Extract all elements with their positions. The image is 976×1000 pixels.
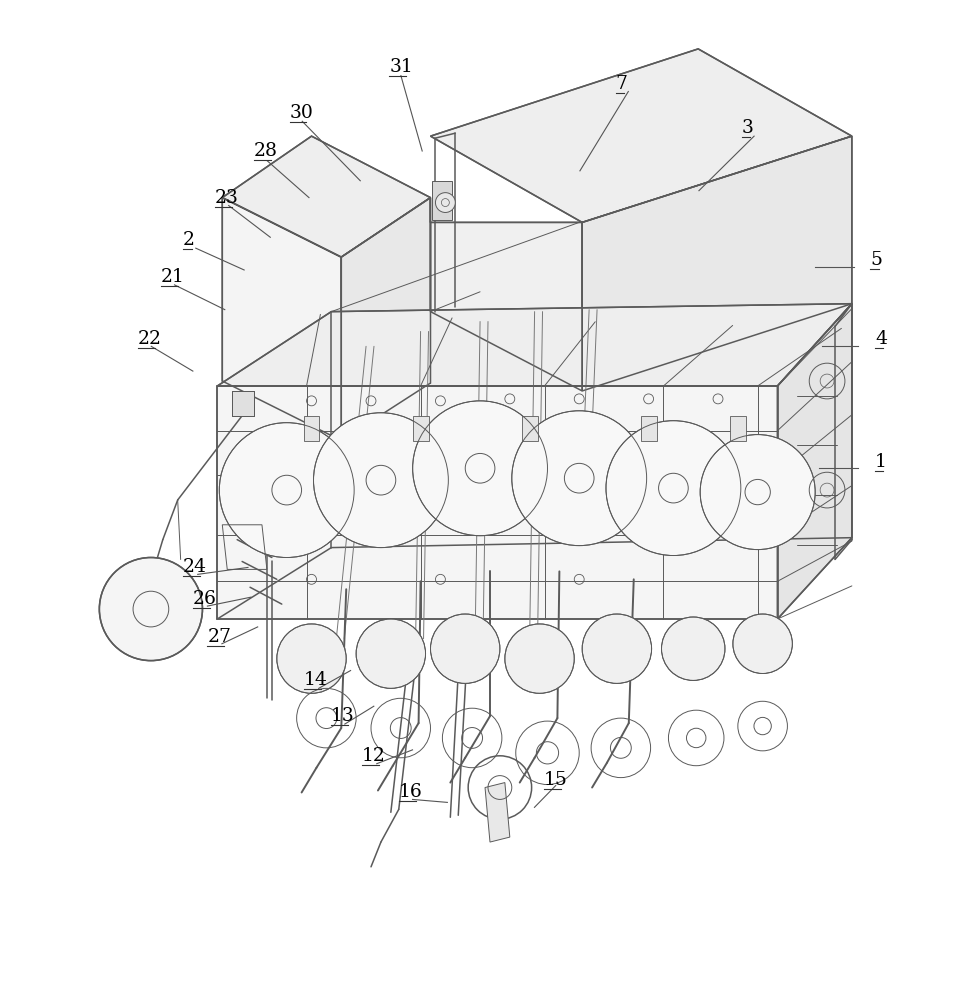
Text: 27: 27 [207,628,231,646]
Text: 14: 14 [305,671,328,689]
Text: 31: 31 [389,58,413,76]
Text: 3: 3 [742,119,753,137]
Text: 15: 15 [545,771,568,789]
Circle shape [505,624,574,693]
Text: 24: 24 [183,558,207,576]
Polygon shape [430,49,852,222]
Polygon shape [432,181,452,220]
Polygon shape [730,416,746,441]
Polygon shape [223,136,430,257]
Circle shape [356,619,426,688]
Text: 26: 26 [193,590,217,608]
Polygon shape [304,416,319,441]
Polygon shape [223,198,342,441]
Circle shape [313,413,448,548]
Polygon shape [218,386,778,619]
Text: 30: 30 [290,104,313,122]
Text: 23: 23 [215,189,239,207]
Text: 28: 28 [254,142,278,160]
Text: 1: 1 [875,453,887,471]
Polygon shape [640,416,657,441]
Text: 2: 2 [183,231,195,249]
Polygon shape [583,136,852,391]
Circle shape [413,401,548,536]
Circle shape [435,193,455,212]
Polygon shape [342,198,430,441]
Circle shape [277,624,346,693]
Circle shape [511,411,647,546]
Text: 7: 7 [616,75,628,93]
Polygon shape [778,304,852,619]
Circle shape [733,614,793,674]
Circle shape [430,614,500,683]
Polygon shape [485,783,509,842]
Polygon shape [232,391,254,416]
Text: 22: 22 [138,330,162,348]
Circle shape [100,558,202,661]
Text: 16: 16 [399,783,423,801]
Text: 13: 13 [331,707,355,725]
Polygon shape [218,304,852,386]
Text: 12: 12 [362,747,386,765]
Polygon shape [413,416,428,441]
Circle shape [220,423,354,558]
Text: 4: 4 [875,330,887,348]
Circle shape [662,617,725,680]
Polygon shape [430,222,583,391]
Circle shape [583,614,652,683]
Polygon shape [522,416,538,441]
Circle shape [606,421,741,556]
Text: 5: 5 [871,251,882,269]
Circle shape [700,435,815,550]
Text: 21: 21 [161,268,184,286]
